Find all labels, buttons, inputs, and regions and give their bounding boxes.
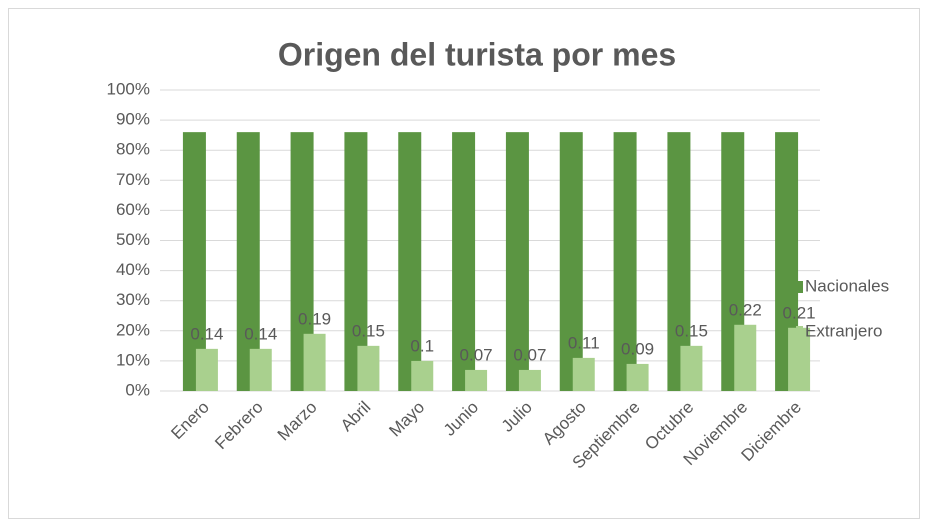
bar (290, 132, 314, 391)
bar (505, 132, 529, 391)
data-label: 0.1 (410, 336, 434, 355)
data-label: 0.14 (190, 324, 223, 343)
data-label: 0.07 (513, 345, 546, 364)
y-tick-label: 90% (116, 110, 150, 129)
chart-title: Origen del turista por mes (278, 36, 676, 72)
bar (357, 345, 380, 391)
bar (680, 345, 703, 391)
data-label: 0.11 (568, 333, 600, 352)
data-label: 0.22 (729, 300, 762, 319)
bar (667, 132, 691, 391)
bar (344, 132, 368, 391)
legend-marker (796, 326, 803, 338)
bar (734, 324, 757, 391)
bar (518, 369, 541, 391)
bar (613, 132, 637, 391)
y-tick-label: 80% (116, 140, 150, 159)
y-tick-label: 20% (116, 320, 150, 339)
bar (626, 363, 649, 391)
bar (465, 369, 488, 391)
bar (775, 132, 799, 391)
y-tick-label: 0% (125, 380, 150, 399)
bar (572, 357, 595, 391)
data-label: 0.09 (621, 339, 654, 358)
bar (411, 360, 434, 391)
y-tick-label: 10% (116, 350, 150, 369)
legend-marker (796, 281, 803, 293)
y-tick-label: 70% (116, 170, 150, 189)
y-tick-label: 100% (107, 79, 150, 98)
bar (195, 348, 218, 391)
data-label: 0.14 (244, 324, 277, 343)
bar (452, 132, 476, 391)
data-label: 0.15 (352, 321, 385, 340)
y-tick-label: 40% (116, 260, 150, 279)
bar (303, 333, 326, 391)
legend-label: Extranjero (805, 321, 882, 340)
bar (559, 132, 583, 391)
bar (249, 348, 272, 391)
y-tick-label: 30% (116, 290, 150, 309)
bar (182, 132, 206, 391)
data-label: 0.07 (460, 345, 493, 364)
data-label: 0.19 (298, 309, 331, 328)
bar (398, 132, 422, 391)
data-label: 0.15 (675, 321, 708, 340)
y-tick-label: 50% (116, 230, 150, 249)
bar (236, 132, 260, 391)
data-label: 0.21 (783, 303, 816, 322)
y-tick-label: 60% (116, 200, 150, 219)
legend-label: Nacionales (805, 276, 889, 295)
bar (788, 327, 811, 391)
